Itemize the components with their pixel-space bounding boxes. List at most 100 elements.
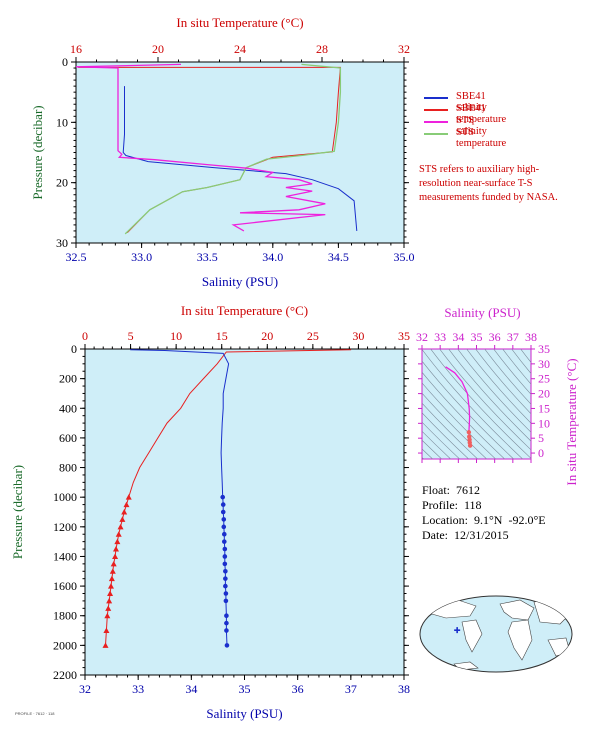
sts-note: STS refers to auxiliary high-resolution … — [419, 164, 558, 203]
main-temperature-marker — [112, 546, 119, 552]
main-temperature-tick-label: 25 — [307, 329, 319, 343]
ts-temperature-tick-label: 20 — [538, 387, 550, 401]
main-temperature-marker — [105, 605, 112, 611]
main-salinity-marker — [222, 561, 228, 567]
ts-point — [466, 430, 472, 435]
upper-salinity-tick-label: 35.0 — [394, 250, 415, 264]
legend-swatch — [424, 97, 448, 99]
upper-salinity-axis-label: Salinity (PSU) — [202, 274, 278, 289]
main-temperature-marker — [108, 575, 115, 582]
upper-temperature-tick-label: 28 — [316, 42, 328, 56]
main-pressure-tick-label: 1000 — [53, 490, 77, 504]
main-salinity-marker — [223, 576, 228, 581]
main-salinity-tick-label: 38 — [398, 682, 410, 696]
main-temperature-marker — [104, 612, 111, 619]
ts-salinity-tick-label: 36 — [489, 330, 501, 344]
upper-plot-area — [75, 61, 405, 244]
main-salinity-marker — [222, 546, 228, 552]
main-pressure-tick-label: 1600 — [53, 579, 77, 593]
main-data-series — [102, 349, 352, 648]
main-salinity-marker — [221, 531, 227, 537]
map-float-marker — [454, 627, 461, 634]
upper-axes: 32.5 33.0 33.5 34.0 34.5 35.0 16 20 24 28 32 0 10 20 3… — [56, 42, 415, 264]
ts-temperature-tick-label: 15 — [538, 401, 550, 415]
main-salinity-marker — [224, 613, 229, 619]
ts-salinity-axis-label: Salinity (PSU) — [444, 305, 520, 320]
main-temperature-marker — [106, 597, 113, 604]
main-plot-area — [84, 348, 405, 676]
upper-temperature-axis-label: In situ Temperature (°C) — [176, 15, 303, 30]
main-temperature-tick-label: 30 — [352, 329, 364, 343]
float-info: Float: 7612 Profile: 118 Location: 9.1°N -… — [422, 483, 546, 543]
ts-contour-group — [422, 349, 531, 459]
location: Location: 9.1°N -92.0°E — [422, 513, 546, 527]
ts-temperature-tick-label: 25 — [538, 372, 550, 386]
main-temperature-marker — [107, 583, 114, 589]
ts-density-contour — [448, 349, 531, 442]
upper-salinity-tick-label: 33.0 — [131, 250, 152, 264]
main-pressure-tick-label: 200 — [59, 372, 77, 386]
upper-line-sts-temperature — [124, 63, 342, 235]
main-temperature-marker — [117, 523, 124, 530]
ts-temperature-axis-label: In situ Temperature (°C) — [564, 358, 579, 485]
main-temperature-marker — [114, 538, 121, 545]
ts-salinity-tick-label: 32 — [416, 330, 428, 344]
main-axes: 32 33 34 35 36 37 38 0 5 10 15 20 25 30 35 0 200 400 600 80… — [53, 329, 410, 696]
ts-salinity-tick-label: 38 — [525, 330, 537, 344]
legend-swatch — [424, 121, 448, 123]
main-salinity-axis-label: Salinity (PSU) — [206, 706, 282, 721]
main-temperature-marker — [115, 531, 122, 537]
main-temperature-marker — [109, 568, 116, 574]
ts-temperature-tick-label: 30 — [538, 357, 550, 371]
upper-line-sts-salinity — [75, 63, 326, 232]
ts-density-contour — [422, 371, 506, 459]
main-temperature-tick-label: 20 — [261, 329, 273, 343]
main-temperature-marker — [107, 590, 114, 596]
main-salinity-tick-label: 35 — [239, 682, 251, 696]
main-salinity-marker — [222, 554, 228, 559]
credit-text: PROFILE · 7612 · 118 — [15, 711, 55, 716]
upper-pressure-tick-label: 0 — [62, 55, 68, 69]
main-pressure-tick-label: 600 — [59, 431, 77, 445]
main-salinity-marker — [224, 628, 229, 633]
main-salinity-marker — [221, 539, 227, 544]
main-temperature-marker — [112, 553, 119, 559]
main-salinity-marker — [220, 494, 226, 500]
ts-temperature-tick-label: 35 — [538, 342, 550, 356]
upper-salinity-tick-label: 34.0 — [262, 250, 283, 264]
ts-density-contour — [422, 360, 515, 459]
main-chart: 32 33 34 35 36 37 38 0 5 10 15 20 25 30 35 0 200 400 600 80… — [10, 303, 410, 721]
upper-temperature-tick-label: 24 — [234, 42, 246, 56]
main-temperature-tick-label: 10 — [170, 329, 182, 343]
main-temperature-marker — [121, 509, 128, 515]
ts-density-contour — [520, 349, 531, 363]
main-pressure-axis-label: Pressure (decibar) — [10, 465, 25, 559]
main-temperature-tick-label: 0 — [82, 329, 88, 343]
ts-temperature-tick-label: 5 — [538, 431, 544, 445]
upper-temperature-tick-label: 32 — [398, 42, 410, 56]
main-salinity-marker — [220, 502, 226, 507]
legend-swatch — [424, 109, 448, 111]
map-landmass — [507, 619, 533, 661]
ts-data-series — [445, 366, 473, 448]
main-salinity-tick-label: 37 — [345, 682, 357, 696]
main-salinity-tick-label: 36 — [292, 682, 304, 696]
upper-salinity-tick-label: 34.5 — [328, 250, 349, 264]
main-pressure-tick-label: 1800 — [53, 609, 77, 623]
main-temperature-marker — [119, 516, 126, 522]
ts-temperature-tick-label: 10 — [538, 416, 550, 430]
upper-line-sbe41-salinity — [122, 86, 358, 231]
ts-density-contours — [422, 349, 531, 459]
upper-salinity-tick-label: 33.5 — [197, 250, 218, 264]
main-salinity-tick-label: 34 — [185, 682, 197, 696]
main-salinity-marker — [223, 568, 228, 574]
main-temperature-axis-label: In situ Temperature (°C) — [181, 303, 308, 318]
ts-density-contour — [422, 421, 461, 459]
ts-density-contour — [430, 349, 531, 459]
ts-density-contour — [484, 349, 531, 405]
ts-density-contour — [422, 349, 524, 459]
ts-density-contour — [511, 349, 531, 374]
ts-density-contour — [422, 382, 497, 459]
